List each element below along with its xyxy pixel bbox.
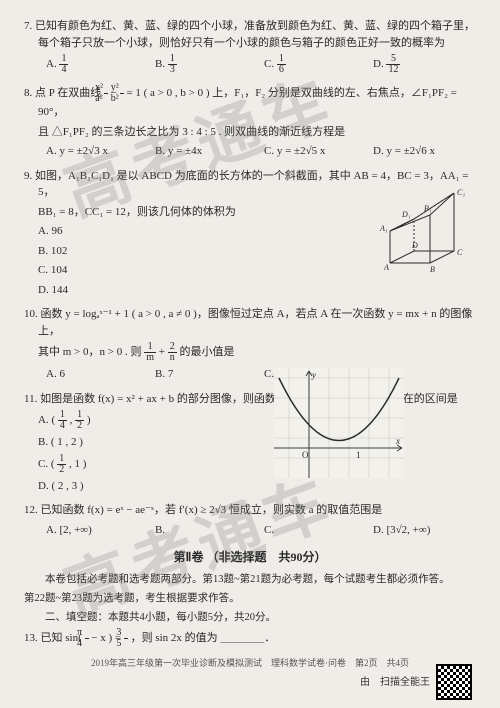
q11-opt-b: B. ( 1 , 2 ) [24, 434, 476, 451]
q7-stem: 7. 已知有颜色为红、黄、蓝、绿的四个小球，准备放到颜色为红、黄、蓝、绿的四个箱… [24, 18, 476, 51]
q8-options: A. y = ±2√3 x B. y = ±4x C. y = ±2√5 x D… [24, 143, 476, 160]
q10-opt-a: A. 6 [46, 366, 149, 383]
text: 点 P 在双曲线 [35, 87, 104, 99]
q11-stem: 11. 如图是函数 f(x) = x² + ax + b 的部分图像，则函数 g… [24, 391, 476, 408]
q8-stem2: 且 △F₁PF₂ 的三条边长之比为 3 : 4 : 5 . 则双曲线的渐近线方程… [24, 124, 476, 141]
q7-opt-d: D. 512 [373, 54, 476, 75]
q8-opt-d: D. y = ±2√6 x [373, 143, 476, 160]
q12-opt-d: D. [3√2, +∞) [373, 522, 476, 539]
svg-text:C₁: C₁ [457, 188, 465, 197]
q10-num: 10. [24, 308, 38, 320]
text: C. ( [38, 458, 57, 470]
q12-opt-a: A. [2, +∞) [46, 522, 149, 539]
fraction: 35 [124, 628, 128, 649]
svg-text:D₁: D₁ [401, 210, 411, 219]
text: 已知函数 f(x) = eˣ − ae⁻ˣ，若 f′(x) ≥ 2√3 恒成立，… [41, 504, 383, 516]
q9-num: 9. [24, 170, 32, 182]
fraction: 14 [59, 54, 68, 75]
parabola-graph: O 1 x y [274, 368, 404, 478]
fraction: 2n [168, 342, 177, 363]
q11-opt-d: D. ( 2 , 3 ) [24, 478, 476, 495]
question-12: 12. 已知函数 f(x) = eˣ − ae⁻ˣ，若 f′(x) ≥ 2√3 … [24, 502, 476, 538]
svg-text:D: D [411, 241, 418, 250]
fraction: 512 [386, 54, 400, 75]
q12-options: A. [2, +∞) B. C. D. [3√2, +∞) [24, 522, 476, 539]
intro-2: 第22题~第23题为选考题，考生根据要求作答。 [24, 591, 476, 607]
fraction: π4 [85, 628, 89, 649]
text: + [159, 346, 168, 358]
q13-num: 13. [24, 632, 38, 644]
fraction: 12 [75, 410, 84, 431]
q8-num: 8. [24, 87, 32, 99]
svg-text:B: B [430, 265, 435, 274]
fraction: x²a² [104, 83, 108, 104]
text: 其中 m > 0，n > 0 . 则 [38, 346, 144, 358]
text: A. ( [38, 414, 58, 426]
fraction: 12 [57, 454, 66, 475]
text: ，则 sin 2x 的值为 ＿＿＿＿． [131, 632, 276, 644]
question-10: 10. 函数 y = logₐˣ⁻¹ + 1 ( a > 0 , a ≠ 0 )… [24, 306, 476, 383]
question-13: 13. 已知 sin( π4 − x ) = 35 ，则 sin 2x 的值为 … [24, 628, 476, 649]
q7-options: A. 14 B. 13 C. 16 D. 512 [24, 54, 476, 75]
intro-1: 本卷包括必考题和选考题两部分。第13题~第21题为必考题，每个试题考生都必须作答… [24, 572, 476, 588]
q10-stem: 10. 函数 y = logₐˣ⁻¹ + 1 ( a > 0 , a ≠ 0 )… [24, 306, 476, 339]
q8-opt-c: C. y = ±2√5 x [264, 143, 367, 160]
q11-num: 11. [24, 393, 37, 405]
opt-label: D. [373, 58, 384, 70]
q8-opt-a: A. y = ±2√3 x [46, 143, 149, 160]
text: 的最小值是 [179, 346, 234, 358]
q7-num: 7. [24, 20, 32, 32]
q12-opt-b: B. [155, 522, 258, 539]
q9-opt-d: D. 144 [24, 282, 476, 299]
q7-opt-c: C. 16 [264, 54, 367, 75]
q7-text: 已知有颜色为红、黄、蓝、绿的四个小球，准备放到颜色为红、黄、蓝、绿的四个箱子里，… [35, 20, 475, 49]
svg-text:A: A [383, 263, 389, 272]
fraction: 13 [168, 54, 177, 75]
q8-stem: 8. 点 P 在双曲线 x²a² − y²b² = 1 ( a > 0 , b … [24, 83, 476, 121]
q8-opt-b: B. y = ±4x [155, 143, 258, 160]
svg-text:A₁: A₁ [379, 224, 388, 233]
q7-opt-b: B. 13 [155, 54, 258, 75]
svg-text:x: x [395, 436, 400, 446]
q12-num: 12. [24, 504, 38, 516]
svg-text:B₁: B₁ [424, 204, 432, 213]
opt-label: B. [155, 58, 165, 70]
svg-text:O: O [302, 450, 309, 460]
qr-code-icon [436, 664, 472, 700]
svg-text:y: y [311, 370, 316, 380]
q11-opt-c: C. ( 12 , 1 ) [24, 454, 476, 475]
opt-label: A. [46, 58, 57, 70]
page-footer: 2019年高三年级第一次毕业诊断及模拟测试 理科数学试卷·问卷 第2页 共4页 [24, 657, 476, 671]
svg-text:C: C [457, 248, 463, 257]
q13-stem: 13. 已知 sin( π4 − x ) = 35 ，则 sin 2x 的值为 … [24, 628, 476, 649]
opt-label: C. [264, 58, 274, 70]
solid-figure: A B C D A₁ B₁ C₁ D₁ [372, 185, 472, 275]
qr-caption: 由 扫描全能王 [360, 675, 430, 690]
text: 函数 y = logₐˣ⁻¹ + 1 ( a > 0 , a ≠ 0 )，图像恒… [38, 308, 472, 337]
q10-opt-b: B. 7 [155, 366, 258, 383]
fraction: 1m [144, 342, 156, 363]
q10-options: A. 6 B. 7 C. 8 D. 9 [24, 366, 476, 383]
q7-opt-a: A. 14 [46, 54, 149, 75]
svg-text:1: 1 [356, 450, 361, 460]
q12-opt-c: C. [264, 522, 367, 539]
fraction: 14 [58, 410, 67, 431]
text: , 1 ) [69, 458, 86, 470]
section-2-title: 第Ⅱ卷 （非选择题 共90分） [24, 548, 476, 566]
q10-stem2: 其中 m > 0，n > 0 . 则 1m + 2n 的最小值是 [24, 342, 476, 363]
question-8: 8. 点 P 在双曲线 x²a² − y²b² = 1 ( a > 0 , b … [24, 83, 476, 160]
question-7: 7. 已知有颜色为红、黄、蓝、绿的四个小球，准备放到颜色为红、黄、蓝、绿的四个箱… [24, 18, 476, 75]
text: ) [87, 414, 91, 426]
q11-opt-a: A. ( 14 , 12 ) [24, 410, 476, 431]
fraction: y²b² [120, 83, 124, 104]
fraction: 16 [277, 54, 286, 75]
question-11: 11. 如图是函数 f(x) = x² + ax + b 的部分图像，则函数 g… [24, 391, 476, 495]
q12-stem: 12. 已知函数 f(x) = eˣ − ae⁻ˣ，若 f′(x) ≥ 2√3 … [24, 502, 476, 519]
intro-3: 二、填空题：本题共4小题，每小题5分，共20分。 [24, 610, 476, 626]
